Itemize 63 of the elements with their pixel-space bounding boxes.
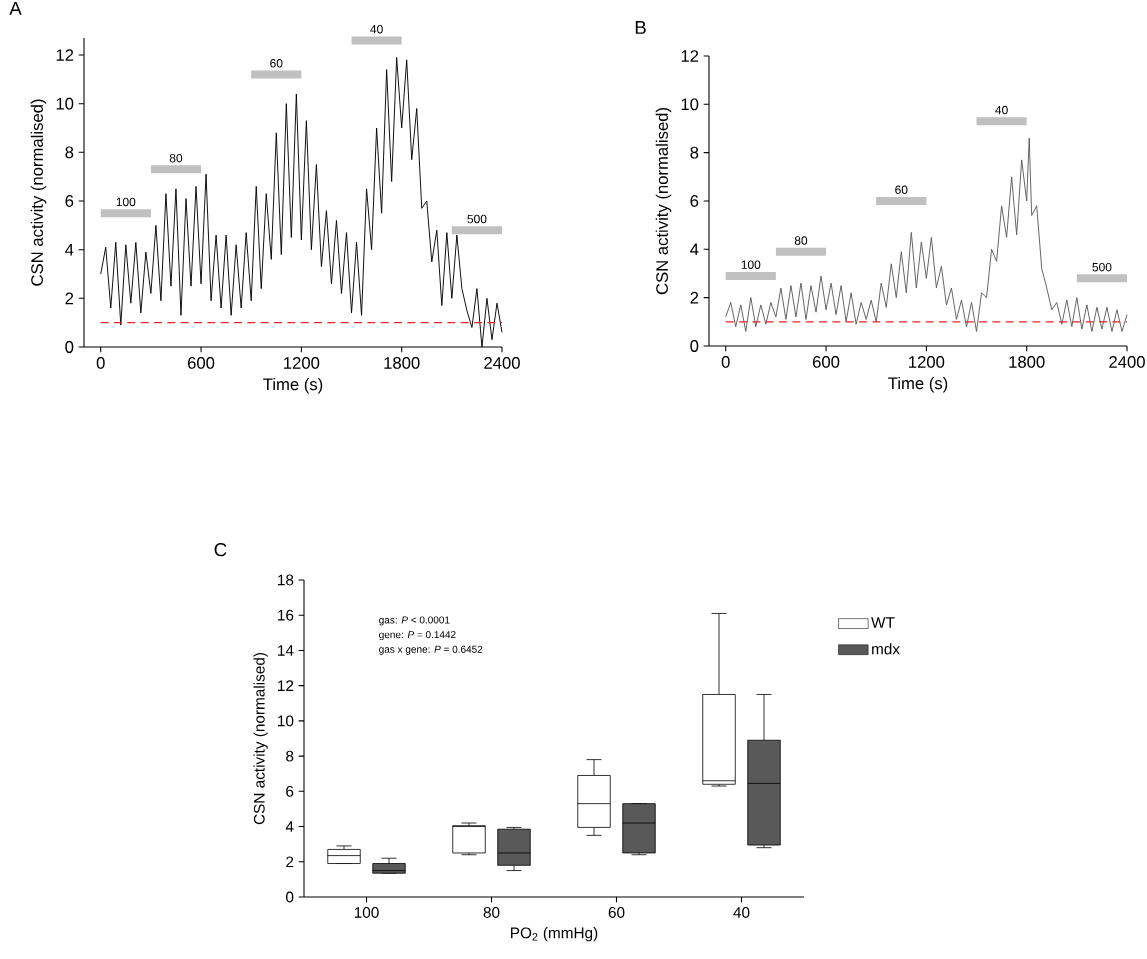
annotation: 100 (116, 197, 136, 207)
annotation: 60 (270, 59, 283, 68)
annotation: 80 (794, 236, 808, 245)
x-axis-title: Time (s) (888, 376, 948, 393)
y-tick-label: 10 (278, 715, 294, 727)
y-tick-label: 0 (286, 891, 294, 903)
y-tick-label: 0 (690, 340, 699, 352)
y-tick-label: 6 (690, 195, 699, 207)
y-tick-label: 18 (278, 574, 294, 586)
y-tick-label: 10 (56, 97, 74, 110)
y-axis-title: CSN activity (normalised) (655, 108, 672, 295)
chart-title: C (214, 543, 227, 557)
legend-label: WT (871, 617, 895, 628)
y-axis-title: CSN activity (normalised) (30, 99, 47, 286)
y-tick-label: 0 (65, 341, 74, 353)
y-axis-title: CSN activity (normalised) (253, 652, 268, 825)
annotation: 40 (995, 105, 1008, 115)
y-tick-label: 4 (65, 243, 74, 256)
annotation: 80 (169, 153, 183, 163)
legend-label: mdx (872, 643, 900, 655)
chart-title: B (635, 21, 646, 34)
annotation: 40 (370, 24, 383, 34)
x-tick-label: 2400 (1109, 356, 1145, 368)
x-tick-label: 2400 (484, 357, 520, 369)
x-tick-label: 600 (812, 356, 840, 368)
y-tick-label: 12 (278, 680, 294, 691)
annotation: gas x gene: P = 0.6452 (379, 645, 483, 655)
x-tick-label: 1200 (909, 356, 945, 368)
y-tick-label: 2 (286, 856, 294, 868)
x-tick-label: 60 (608, 907, 625, 918)
y-tick-label: 6 (286, 785, 294, 797)
chart-title: A (9, 1, 22, 15)
y-tick-label: 14 (278, 645, 294, 656)
x-axis-title: Time (s) (263, 377, 323, 394)
x-tick-label: 1800 (1009, 356, 1045, 368)
annotation: gene: P = 0.1442 (379, 631, 456, 641)
y-tick-label: 8 (286, 750, 294, 762)
y-tick-label: 8 (65, 146, 74, 159)
x-tick-label: 40 (733, 907, 750, 918)
x-tick-label: 0 (96, 357, 105, 369)
y-tick-label: 4 (690, 243, 699, 256)
y-tick-label: 4 (285, 821, 294, 832)
x-tick-label: 1200 (284, 357, 320, 369)
annotation: 60 (895, 185, 908, 195)
x-tick-label: 80 (483, 907, 500, 918)
x-axis-title: PO$_{2}$ (mmHg) (511, 927, 598, 942)
y-tick-label: 10 (681, 98, 699, 111)
annotation: 100 (741, 260, 761, 269)
annotation: gas: P < 0.0001 (379, 616, 450, 626)
y-tick-label: 2 (65, 292, 74, 305)
annotation: 500 (467, 214, 487, 224)
y-tick-label: 8 (690, 146, 699, 159)
x-tick-label: 100 (354, 907, 379, 918)
y-tick-label: 12 (56, 49, 74, 61)
y-tick-label: 6 (65, 195, 74, 207)
y-tick-label: 12 (681, 50, 699, 62)
x-tick-label: 0 (721, 356, 730, 368)
x-tick-label: 1800 (384, 357, 420, 369)
annotation: 500 (1092, 262, 1112, 272)
x-tick-label: 600 (187, 357, 215, 369)
y-tick-label: 2 (690, 291, 699, 304)
y-tick-label: 16 (278, 609, 294, 621)
line-series (725, 137, 1128, 332)
